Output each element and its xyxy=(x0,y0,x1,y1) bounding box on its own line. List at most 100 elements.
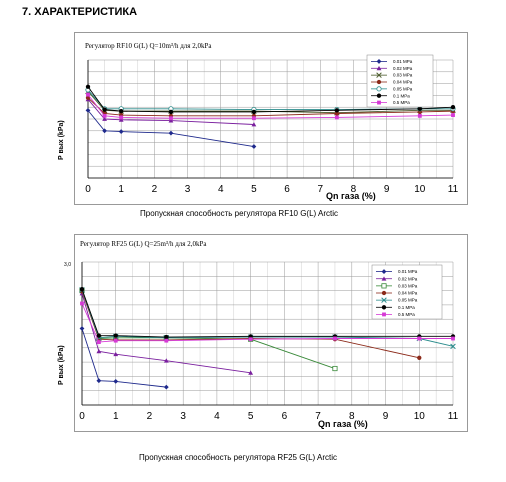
data-point xyxy=(113,333,118,338)
chart-rf10-x-tick-label: 9 xyxy=(384,184,390,195)
legend-marker xyxy=(376,72,382,78)
data-point xyxy=(417,106,422,111)
legend-label: 0.03 MPa xyxy=(398,283,418,288)
data-point xyxy=(168,118,174,123)
data-point xyxy=(96,348,102,354)
chart-rf25-x-tick-label: 0 xyxy=(79,411,85,422)
chart-rf25-y-tick-label: 3,0 xyxy=(64,262,71,268)
series-line xyxy=(87,91,453,114)
chart-rf10-x-tick-label: 4 xyxy=(218,184,224,195)
series-line xyxy=(81,290,336,369)
data-point xyxy=(80,301,84,306)
data-point xyxy=(119,108,124,114)
chart-rf25-x-tick-label: 6 xyxy=(282,411,288,422)
legend-marker xyxy=(376,65,382,71)
legend-label: 0.02 MPa xyxy=(393,66,413,71)
legend-marker xyxy=(381,305,387,310)
data-point xyxy=(96,340,101,344)
data-point xyxy=(451,336,455,341)
data-point xyxy=(85,107,91,113)
legend-label: 0.05 MPa xyxy=(398,298,418,303)
legend-marker xyxy=(381,297,387,303)
legend-marker xyxy=(376,59,382,64)
legend-marker xyxy=(381,276,387,281)
data-point xyxy=(102,116,107,121)
data-point xyxy=(79,326,85,331)
data-point xyxy=(168,130,174,136)
data-point xyxy=(163,358,169,363)
chart-rf10-x-tick-label: 6 xyxy=(284,184,290,195)
data-point xyxy=(248,337,253,342)
legend-label: 0.04 MPa xyxy=(393,80,413,85)
data-point xyxy=(102,113,107,118)
data-point xyxy=(169,116,173,121)
data-point xyxy=(113,351,119,357)
data-point xyxy=(85,84,91,89)
chart-rf10-x-tick-label: 2 xyxy=(152,184,158,195)
chart-rf25-x-label: Qn газа (%) xyxy=(318,419,368,429)
chart-rf25-x-tick-label: 9 xyxy=(383,411,389,422)
series-line xyxy=(87,94,454,119)
chart-rf10-series-0-01-MPa xyxy=(85,107,257,149)
chart-rf25: Регулятор RF25 G(L) Q=25m³/h для 2,0kPa 0… xyxy=(58,240,459,429)
data-point xyxy=(119,115,124,120)
data-point xyxy=(334,108,340,113)
legend-marker xyxy=(382,312,386,317)
legend-label: 0.5 MPa xyxy=(398,312,415,317)
chart-rf25-x-tick-label: 4 xyxy=(214,411,220,422)
legend-label: 0.1 MPa xyxy=(393,93,410,98)
chart-rf25-series-0-02-MPa xyxy=(79,291,254,375)
chart-rf25-x-tick-label: 7 xyxy=(315,411,321,422)
chart-rf25-x-tick-label: 11 xyxy=(448,411,459,422)
legend-label: 0.01 MPa xyxy=(398,269,418,274)
chart-rf10: Регулятор RF10 G(L) Q=10m³/h для 2,0kPa 0… xyxy=(58,42,459,201)
data-point xyxy=(251,116,256,121)
legend-label: 0.04 MPa xyxy=(398,291,418,296)
data-point xyxy=(96,378,102,384)
chart-rf25-series-0-5-MPa xyxy=(80,301,455,344)
data-point xyxy=(450,105,456,110)
data-point xyxy=(113,379,119,384)
chart-rf10-y-label: P вых (kPa) xyxy=(58,120,65,160)
data-point xyxy=(251,122,257,127)
legend-marker xyxy=(381,283,387,289)
chart-rf10-caption: Пропускная способность регулятора RF10 G… xyxy=(140,209,338,218)
series-line xyxy=(81,328,167,388)
data-point xyxy=(164,338,169,343)
chart-rf25-x-tick-label: 10 xyxy=(414,411,426,422)
data-point xyxy=(102,128,107,134)
data-point xyxy=(333,336,337,341)
data-point xyxy=(251,109,257,115)
data-point xyxy=(417,336,422,341)
chart-rf25-legend: 0.01 MPa 0.02 MPa 0.03 MPa 0.04 MPa 0.05 MPa… xyxy=(371,264,443,320)
data-point xyxy=(417,355,422,360)
chart-rf10-x-tick-label: 7 xyxy=(317,184,323,195)
chart-rf10-title: Регулятор RF10 G(L) Q=10m³/h для 2,0kPa xyxy=(85,42,212,50)
chart-rf10-x-label: Qn газа (%) xyxy=(326,191,376,201)
chart-rf10-x-tick-label: 8 xyxy=(351,184,357,195)
data-point xyxy=(168,109,174,115)
series-line xyxy=(81,303,453,343)
chart-rf10-x-tick-label: 11 xyxy=(448,184,459,195)
chart-rf25-x-tick-label: 3 xyxy=(180,411,186,422)
series-line xyxy=(81,289,453,338)
chart-rf25-x-tick-label: 8 xyxy=(349,411,355,422)
data-point xyxy=(118,117,124,122)
chart-rf25-series-0-01-MPa xyxy=(79,326,169,390)
data-point xyxy=(113,338,118,343)
chart-rf25-title: Регулятор RF25 G(L) Q=25m³/h для 2,0kPa xyxy=(80,240,207,248)
data-point xyxy=(417,113,422,118)
data-point xyxy=(164,334,169,340)
data-point xyxy=(163,384,169,390)
legend-label: 0.02 MPa xyxy=(398,276,418,281)
chart-rf10-series-0-1-MPa xyxy=(85,84,456,115)
data-point xyxy=(79,287,85,292)
legend-marker xyxy=(376,79,382,85)
legend-label: 0.5 MPa xyxy=(393,100,410,105)
data-point xyxy=(451,113,455,117)
data-point xyxy=(334,111,340,116)
legend-label: 0.03 MPa xyxy=(393,73,413,78)
data-point xyxy=(102,107,107,112)
